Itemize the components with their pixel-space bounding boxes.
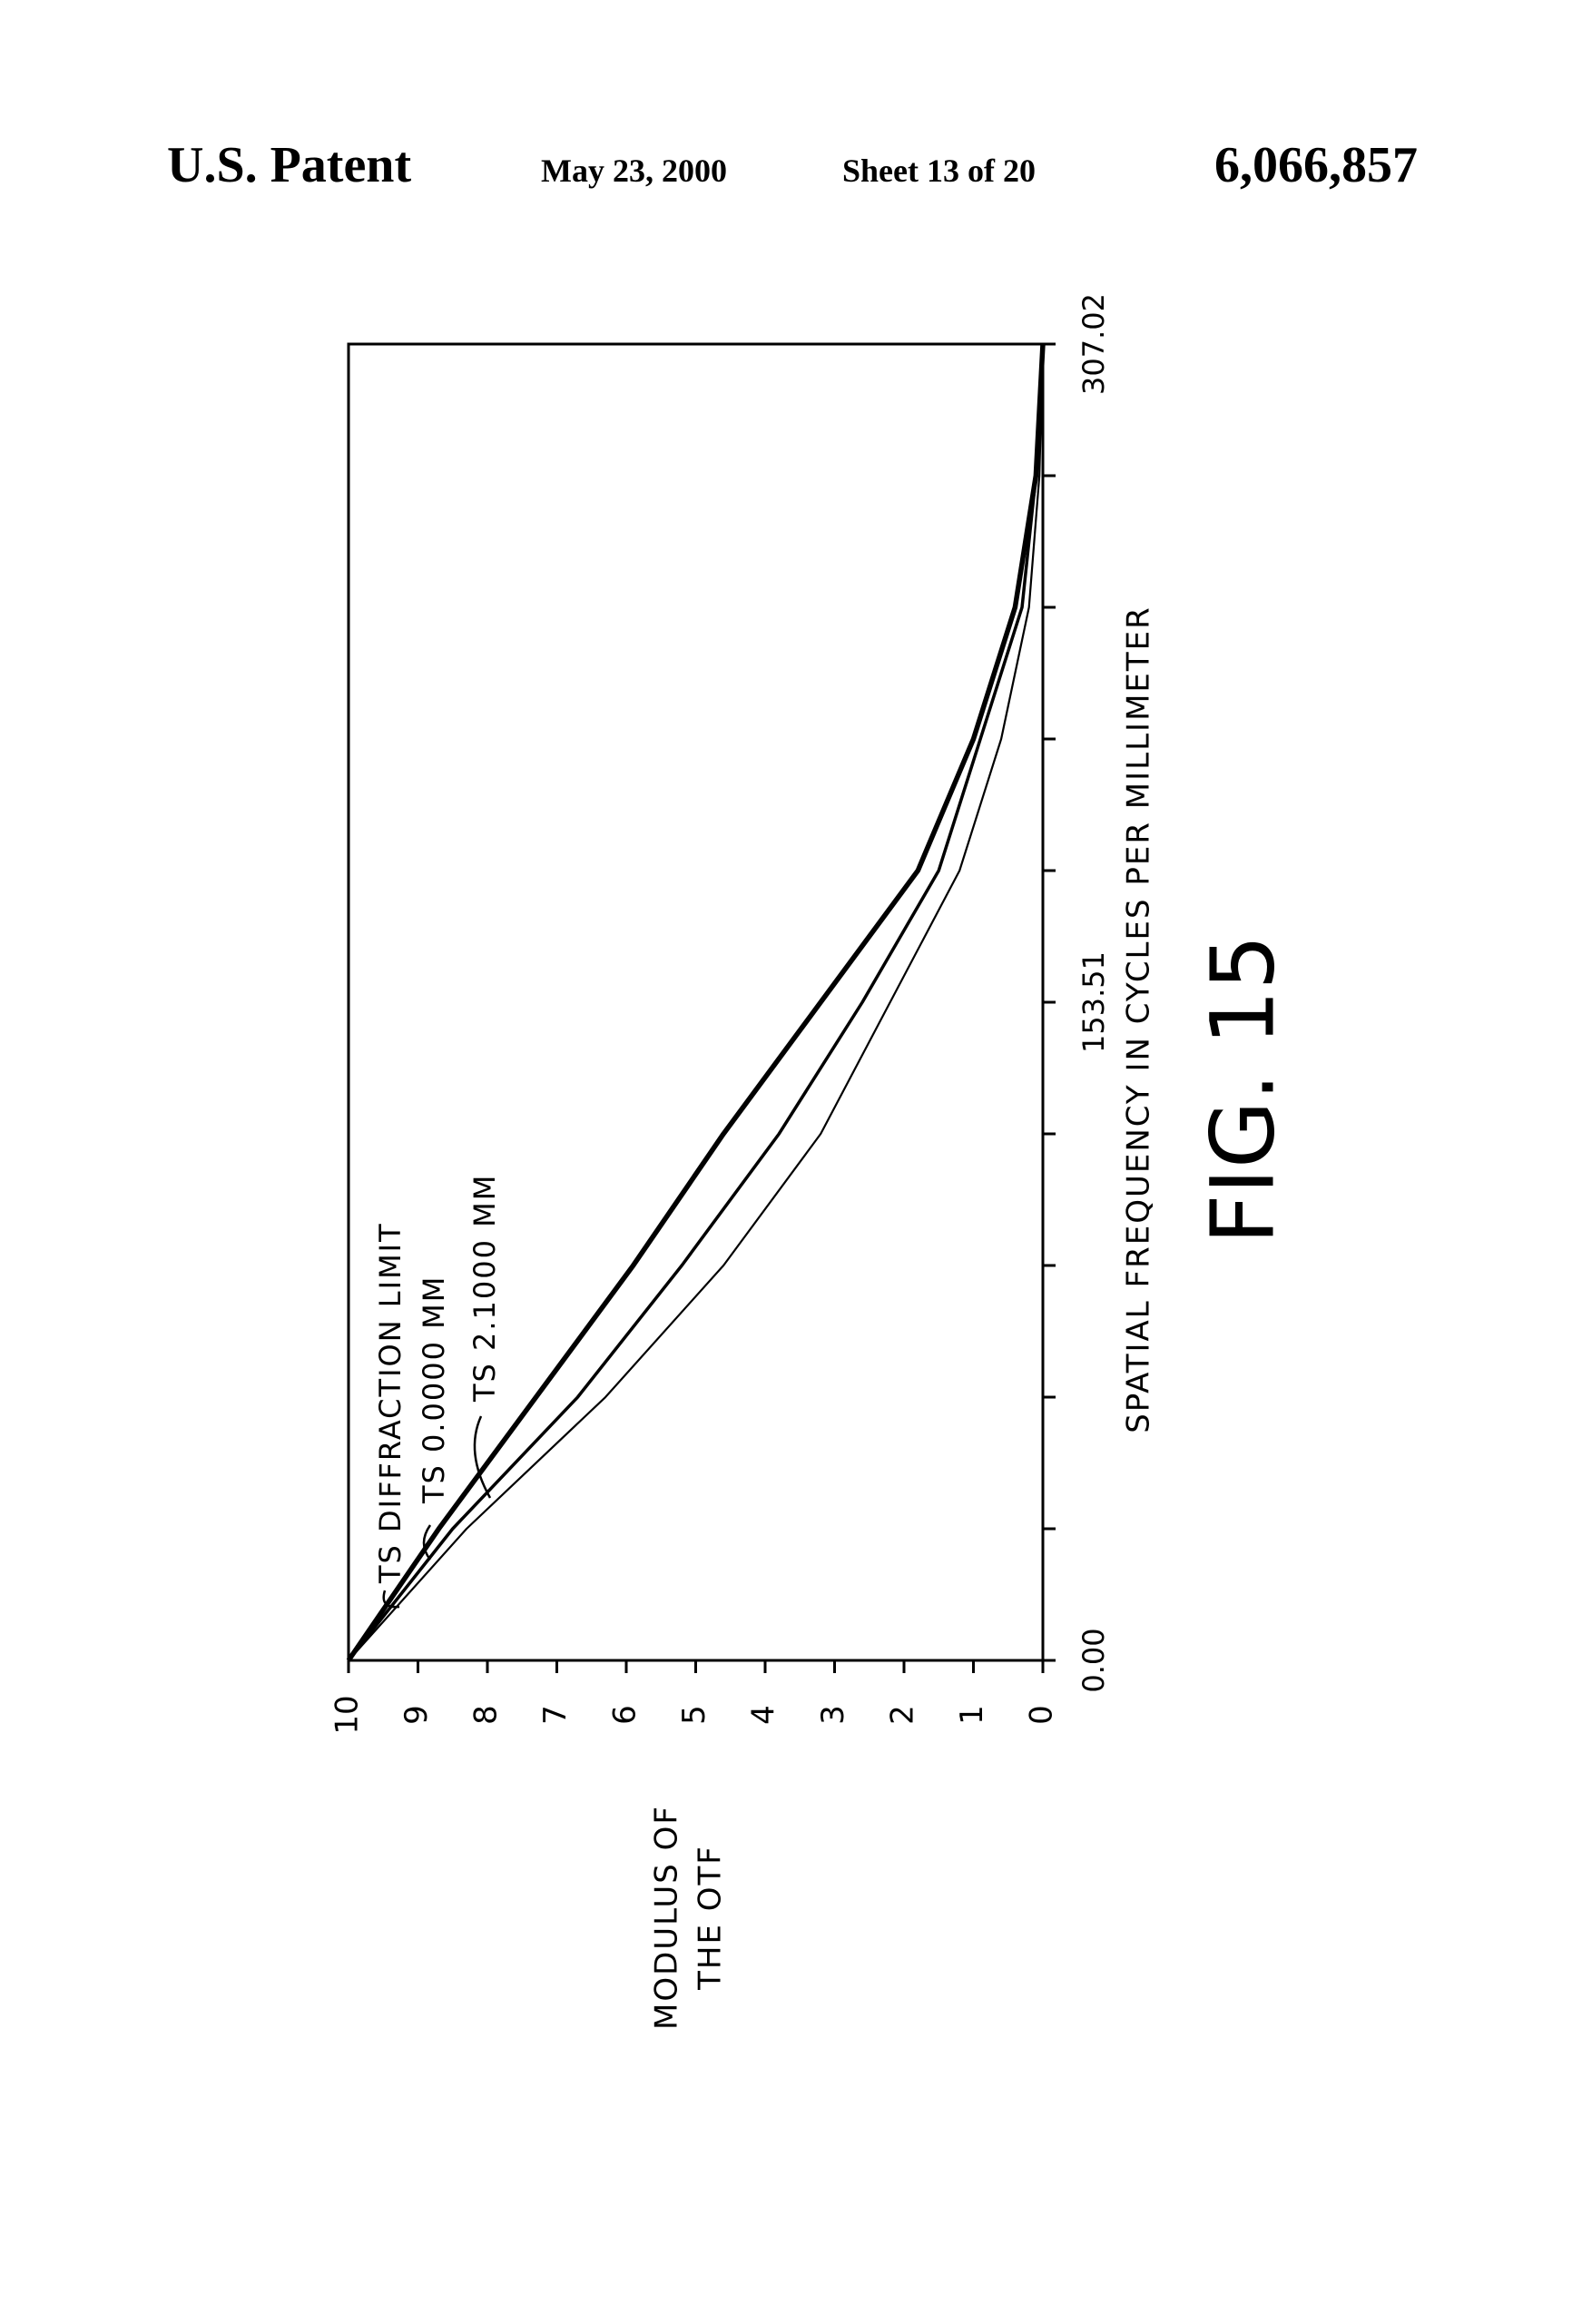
y-tick-label: 2: [885, 1705, 921, 1725]
y-tick-label: 8: [468, 1705, 505, 1725]
y-tick-label: 4: [746, 1705, 782, 1725]
y-tick-label: 7: [537, 1705, 574, 1725]
plot-frame: [347, 342, 1045, 1662]
y-tick-label: 5: [676, 1705, 712, 1725]
series-line: [347, 343, 1045, 1662]
patent-label: U.S. Patent: [167, 137, 411, 193]
y-tick-label: 0: [1024, 1705, 1060, 1725]
series-line: [346, 343, 1046, 1662]
y-tick-label: 9: [398, 1705, 435, 1725]
series-label: TS 2.1000 MM: [467, 1174, 502, 1403]
patent-date: May 23, 2000: [541, 153, 727, 189]
patent-number: 6,066,857: [1214, 137, 1418, 193]
y-axis-label: THE OTF: [693, 1845, 729, 1991]
x-tick-label: 153.51: [1076, 951, 1111, 1053]
y-tick-label: 6: [607, 1705, 644, 1725]
y-tick-label: 10: [329, 1695, 366, 1734]
series-label: TS 0.0000 MM: [417, 1275, 451, 1504]
x-axis-label: SPATIAL FREQUENCY IN CYCLES PER MILLIMET…: [1121, 606, 1157, 1433]
y-tick-label: 1: [954, 1705, 990, 1725]
y-axis-label: MODULUS OF: [649, 1805, 685, 2030]
x-tick-label: 0.00: [1076, 1628, 1111, 1692]
leader-line: [422, 1524, 432, 1561]
figure-label: FIG. 15: [1192, 934, 1293, 1244]
x-tick-label: 307.02: [1076, 293, 1111, 395]
y-tick-label: 3: [815, 1705, 851, 1725]
series-label: TS DIFFRACTION LIMIT: [373, 1222, 408, 1584]
sheet-number: Sheet 13 of 20: [842, 153, 1036, 189]
series-line: [348, 343, 1045, 1661]
leader-line: [473, 1415, 492, 1499]
